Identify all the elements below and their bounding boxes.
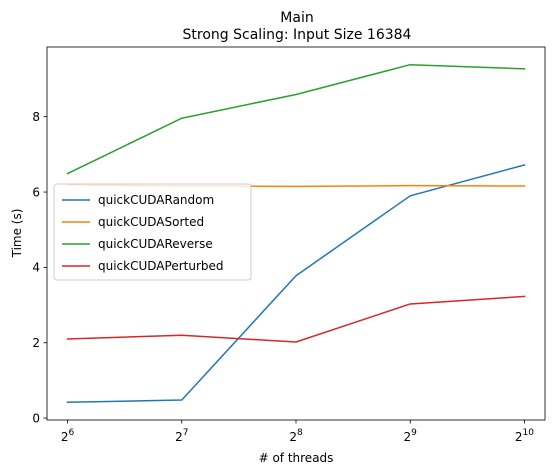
x-tick-label: 27 [175, 428, 188, 444]
series-line-quickcudaperturbed [66, 295, 526, 343]
x-axis-label: # of threads [259, 451, 334, 465]
x-tick-label: 26 [61, 428, 75, 444]
y-axis-label: Time (s) [10, 209, 24, 259]
series-line-quickcudareverse [66, 63, 526, 175]
legend-label-quickcudasorted: quickCUDASorted [98, 215, 204, 229]
legend-label-quickcudarandom: quickCUDARandom [98, 193, 214, 207]
y-tick-label: 8 [32, 110, 40, 124]
y-tick-label: 0 [32, 411, 40, 425]
y-tick-label: 4 [32, 261, 40, 275]
y-tick-label: 6 [32, 185, 40, 199]
chart-title: Main [280, 10, 313, 26]
legend-box [53, 183, 252, 281]
chart-subtitle: Strong Scaling: Input Size 16384 [183, 27, 412, 43]
legend-label-quickcudaperturbed: quickCUDAPerturbed [98, 259, 224, 273]
x-tick-label: 210 [515, 428, 534, 444]
y-tick-label: 2 [32, 336, 40, 350]
y-axis: 0 2 4 6 8 [32, 110, 47, 425]
x-tick-label: 29 [404, 428, 418, 444]
legend-label-quickcudareverse: quickCUDAReverse [98, 237, 213, 251]
x-tick-label: 28 [289, 428, 303, 444]
legend: quickCUDARandom quickCUDASorted quickCUDAR… [53, 183, 252, 281]
x-axis: 26 27 28 29 210 [61, 420, 534, 444]
